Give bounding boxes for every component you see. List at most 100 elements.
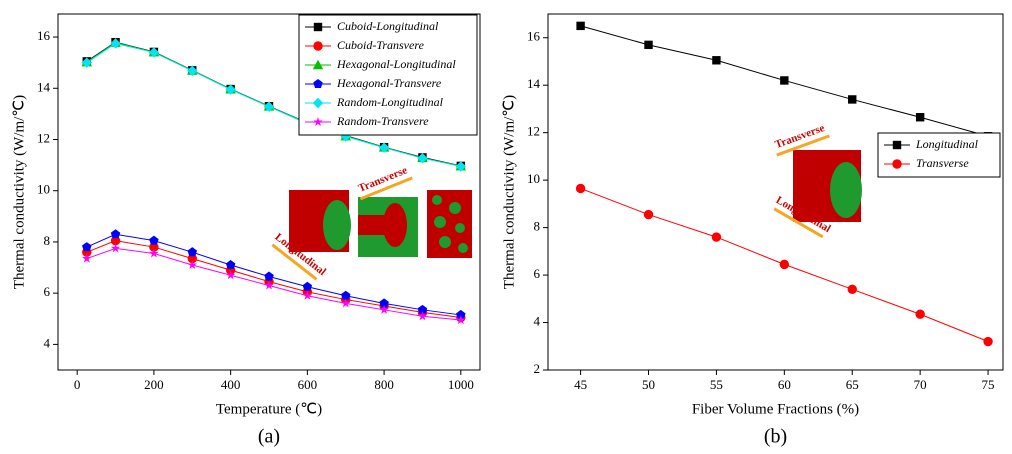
legend-label: Random-Longitudinal — [336, 95, 444, 109]
legend-marker — [892, 159, 902, 169]
plot-frame — [547, 13, 1004, 371]
marker — [712, 56, 721, 65]
x-tick-label: 600 — [298, 377, 318, 392]
caption: (a) — [258, 426, 280, 448]
marker — [225, 84, 236, 95]
legend-marker — [312, 97, 324, 109]
legend-label: Cuboid-Transvere — [337, 38, 425, 52]
y-tick-label: 4 — [44, 335, 51, 350]
marker — [575, 183, 586, 194]
y-tick-label: 4 — [534, 314, 541, 329]
legend-marker — [313, 79, 323, 89]
marker — [149, 242, 159, 252]
y-tick-label: 14 — [527, 76, 541, 91]
x-tick-label: 50 — [642, 377, 655, 392]
marker — [187, 253, 197, 264]
y-tick-label: 6 — [44, 284, 51, 299]
annotation-arrow — [776, 134, 830, 157]
legend-marker — [313, 22, 323, 32]
annotation-arrow — [359, 176, 413, 201]
annotation-arrow — [271, 243, 318, 281]
marker — [711, 232, 722, 242]
marker — [915, 309, 925, 319]
marker — [110, 38, 121, 49]
marker — [110, 229, 121, 239]
x-tick-label: 45 — [574, 377, 587, 392]
legend-marker — [313, 117, 323, 127]
marker — [225, 270, 236, 280]
x-tick-label: 800 — [374, 377, 394, 392]
y-tick-label: 12 — [37, 130, 50, 145]
marker — [779, 259, 790, 270]
marker — [379, 298, 389, 308]
y-tick-label: 10 — [37, 182, 50, 197]
y-axis-label: Thermal conductivity (W/m/℃) — [501, 95, 517, 289]
x-tick-label: 400 — [221, 377, 241, 392]
y-tick-label: 16 — [37, 28, 51, 43]
x-axis-label: Temperature (℃) — [216, 401, 322, 417]
marker — [110, 235, 121, 246]
marker — [264, 271, 274, 281]
marker — [780, 76, 789, 85]
marker — [417, 304, 428, 314]
marker — [576, 21, 585, 31]
legend-marker — [312, 59, 324, 70]
x-tick-label: 0 — [74, 377, 81, 392]
legend-label: Cuboid-Longitudinal — [337, 19, 439, 33]
marker — [340, 290, 351, 300]
plot-frame — [57, 13, 481, 371]
legend-marker — [892, 140, 902, 150]
marker — [983, 336, 993, 347]
legend-label: Transverse — [916, 156, 969, 170]
marker — [847, 284, 857, 295]
marker — [417, 311, 428, 321]
y-tick-label: 6 — [534, 266, 541, 281]
legend-label: Hexagonal-Longitudinal — [336, 57, 456, 71]
y-tick-label: 8 — [534, 219, 541, 234]
annotation-arrow — [773, 207, 824, 239]
caption: (b) — [764, 426, 787, 448]
legend-label: Hexagonal-Transvere — [336, 76, 442, 90]
marker — [340, 298, 351, 308]
marker — [379, 304, 389, 314]
x-tick-label: 70 — [914, 377, 927, 392]
marker — [455, 161, 467, 172]
x-tick-label: 55 — [710, 377, 723, 392]
x-tick-label: 60 — [778, 377, 791, 392]
legend-box — [877, 132, 1001, 178]
y-tick-label: 14 — [37, 79, 51, 94]
marker — [81, 57, 92, 68]
marker — [643, 209, 654, 220]
x-tick-label: 75 — [982, 377, 995, 392]
marker — [417, 152, 428, 164]
y-tick-label: 8 — [44, 233, 51, 248]
marker — [187, 247, 198, 257]
legend-box — [298, 14, 478, 136]
marker — [915, 113, 925, 122]
marker — [302, 290, 313, 300]
marker — [302, 281, 313, 291]
y-tick-label: 12 — [527, 124, 540, 139]
y-tick-label: 16 — [527, 29, 541, 44]
marker — [148, 47, 160, 58]
inset-b — [793, 150, 862, 222]
legend-marker — [313, 41, 323, 51]
y-tick-label: 10 — [527, 171, 540, 186]
marker — [848, 95, 857, 104]
marker — [378, 142, 390, 153]
marker — [225, 259, 236, 270]
marker — [149, 235, 159, 245]
y-tick-label: 2 — [534, 361, 541, 376]
marker — [456, 309, 466, 319]
x-axis-label: Fiber Volume Fractions (%) — [692, 401, 859, 417]
y-axis-label: Thermal conductivity (W/m/℃) — [11, 95, 27, 289]
marker — [82, 242, 92, 252]
marker — [456, 315, 466, 325]
x-tick-label: 65 — [846, 377, 859, 392]
legend-label: Longitudinal — [915, 137, 979, 151]
x-tick-label: 200 — [144, 377, 164, 392]
marker — [187, 259, 198, 270]
marker — [82, 253, 92, 263]
inset-a — [289, 190, 472, 258]
